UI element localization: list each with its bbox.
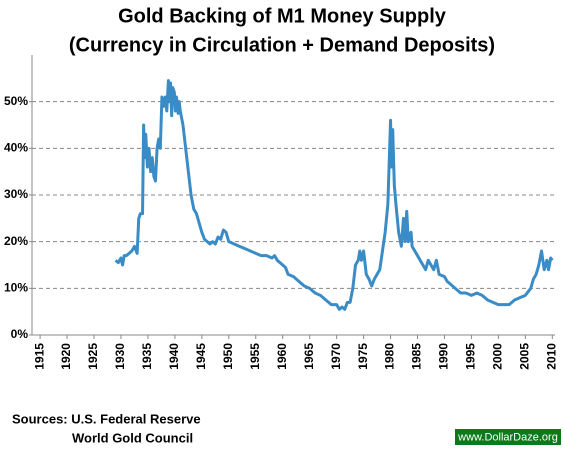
x-tick-label: 1990 xyxy=(437,343,451,370)
y-tick-label: 30% xyxy=(4,187,28,201)
y-tick-label: 50% xyxy=(4,94,28,108)
x-tick-label: 1985 xyxy=(410,343,424,370)
x-tick-label: 1955 xyxy=(248,343,262,370)
data-line xyxy=(114,79,554,311)
x-tick-label: 1950 xyxy=(221,343,235,370)
x-tick-label: 1940 xyxy=(167,343,181,370)
x-tick-label: 1930 xyxy=(113,343,127,370)
source: World Gold Council xyxy=(72,430,193,445)
x-tick-label: 1945 xyxy=(194,343,208,370)
x-tick-label: 1915 xyxy=(32,343,46,370)
chart-subtitle: (Currency in Circulation + Demand Deposi… xyxy=(69,34,495,56)
watermark: www.DollarDaze.org xyxy=(457,431,558,443)
x-tick-label: 1920 xyxy=(59,343,73,370)
x-tick-label: 1925 xyxy=(86,343,100,370)
y-tick-label: 20% xyxy=(4,234,28,248)
y-tick-label: 40% xyxy=(4,141,28,155)
x-tick-label: 1965 xyxy=(302,343,316,370)
y-tick-label: 10% xyxy=(4,281,28,295)
source: Sources: U.S. Federal Reserve xyxy=(12,411,201,426)
x-tick-label: 2010 xyxy=(544,343,558,370)
x-tick-label: 1995 xyxy=(464,343,478,370)
watermark-box xyxy=(455,429,561,445)
x-tick-label: 1960 xyxy=(275,343,289,370)
chart-title: Gold Backing of M1 Money Supply xyxy=(118,5,447,27)
x-tick-label: 2000 xyxy=(491,343,505,370)
y-tick-label: 0% xyxy=(11,327,29,341)
x-tick-label: 1935 xyxy=(140,343,154,370)
x-tick-label: 1970 xyxy=(329,343,343,370)
x-tick-label: 1975 xyxy=(356,343,370,370)
x-tick-label: 2005 xyxy=(518,343,532,370)
x-tick-label: 1980 xyxy=(383,343,397,370)
